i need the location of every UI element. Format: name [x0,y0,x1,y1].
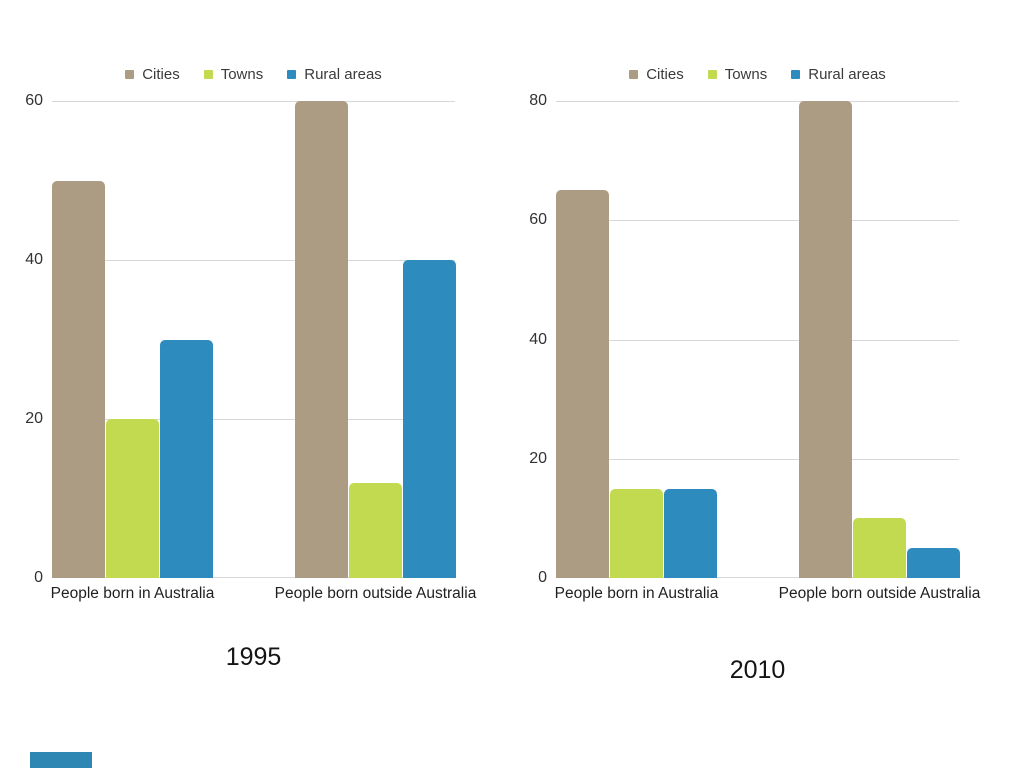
bar-rural-areas-people-born-in-australia [664,488,717,578]
legend-label-towns: Towns [220,65,264,83]
bar-towns-people-born-in-australia [106,419,159,578]
bar-cities-people-born-in-australia [52,180,105,578]
gridline-0 [556,577,959,578]
legend-item-rural-areas: Rural areas [791,66,886,83]
category-label-people-born-outside-australia: People born outside Australia [778,585,981,602]
gridline-60 [52,101,455,102]
bar-rural-areas-people-born-outside-australia [403,260,456,578]
legend-swatch-rural-areas-icon [791,69,801,79]
y-tick-label-60: 60 [529,211,547,229]
y-tick-label-40: 40 [25,251,43,268]
bottom-left-window-fragment [30,752,92,768]
legend: Cities Towns Rural areas [52,64,455,84]
bar-cities-people-born-outside-australia [799,101,852,578]
plot-area [52,101,456,578]
legend-item-cities: Cities [125,66,180,83]
bar-towns-people-born-outside-australia [853,518,906,578]
y-tick-label-0: 0 [34,569,43,586]
gridline-40 [52,260,455,261]
category-label-people-born-outside-australia: People born outside Australia [274,585,477,602]
y-tick-label-40: 40 [529,330,547,348]
category-label-people-born-in-australia: People born in Australia [554,585,719,602]
gridline-60 [556,220,959,222]
bar-rural-areas-people-born-outside-australia [907,548,960,578]
year-title-2010: 2010 [729,656,786,684]
bar-towns-people-born-in-australia [610,488,663,578]
legend-label-towns: Towns [724,65,768,83]
legend-item-cities: Cities [629,66,684,83]
bar-rural-areas-people-born-in-australia [160,339,213,578]
legend-swatch-towns-icon [707,69,717,79]
legend-swatch-cities-icon [629,69,639,79]
bar-chart-1995: Cities Towns Rural areas 0 20 40 60 People born… [0,0,504,768]
legend-label-rural-areas: Rural areas [304,65,382,83]
gridline-0 [52,577,455,578]
legend-label-cities: Cities [646,65,684,83]
plot-area [556,101,960,578]
gridline-80 [556,101,959,102]
year-title-1995: 1995 [225,643,282,671]
y-tick-label-20: 20 [25,410,43,427]
legend-swatch-rural-areas-icon [287,69,297,79]
bar-towns-people-born-outside-australia [349,482,402,578]
bar-cities-people-born-outside-australia [295,101,348,578]
y-tick-label-0: 0 [538,569,547,586]
y-tick-label-60: 60 [25,92,43,109]
legend: Cities Towns Rural areas [556,64,959,84]
category-label-people-born-in-australia: People born in Australia [50,585,215,602]
y-tick-label-20: 20 [529,449,547,467]
legend-label-cities: Cities [142,65,180,83]
gridline-40 [556,339,959,341]
gridline-20 [52,419,455,420]
gridline-20 [556,458,959,460]
legend-swatch-cities-icon [125,69,135,79]
legend-item-towns: Towns [203,65,264,83]
legend-item-rural-areas: Rural areas [287,66,382,83]
bar-cities-people-born-in-australia [556,190,609,578]
legend-swatch-towns-icon [203,69,213,79]
y-tick-label-80: 80 [529,92,547,109]
bar-chart-2010: Cities Towns Rural areas 0 20 40 60 80 People bo… [504,0,1008,768]
legend-item-towns: Towns [707,65,768,83]
legend-label-rural-areas: Rural areas [808,65,886,83]
